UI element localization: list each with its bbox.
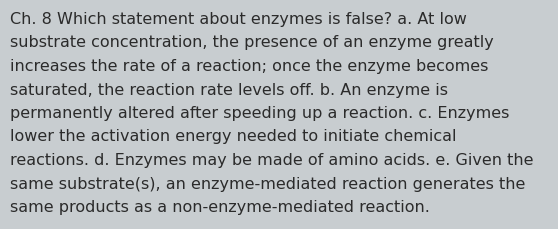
Text: same products as a non-enzyme-mediated reaction.: same products as a non-enzyme-mediated r…: [10, 199, 430, 214]
Text: permanently altered after speeding up a reaction. c. Enzymes: permanently altered after speeding up a …: [10, 106, 509, 120]
Text: substrate concentration, the presence of an enzyme greatly: substrate concentration, the presence of…: [10, 35, 494, 50]
Text: reactions. d. Enzymes may be made of amino acids. e. Given the: reactions. d. Enzymes may be made of ami…: [10, 152, 533, 167]
Text: saturated, the reaction rate levels off. b. An enzyme is: saturated, the reaction rate levels off.…: [10, 82, 448, 97]
Text: increases the rate of a reaction; once the enzyme becomes: increases the rate of a reaction; once t…: [10, 59, 488, 74]
Text: lower the activation energy needed to initiate chemical: lower the activation energy needed to in…: [10, 129, 456, 144]
Text: same substrate(s), an enzyme-mediated reaction generates the: same substrate(s), an enzyme-mediated re…: [10, 176, 526, 191]
Text: Ch. 8 Which statement about enzymes is false? a. At low: Ch. 8 Which statement about enzymes is f…: [10, 12, 467, 27]
